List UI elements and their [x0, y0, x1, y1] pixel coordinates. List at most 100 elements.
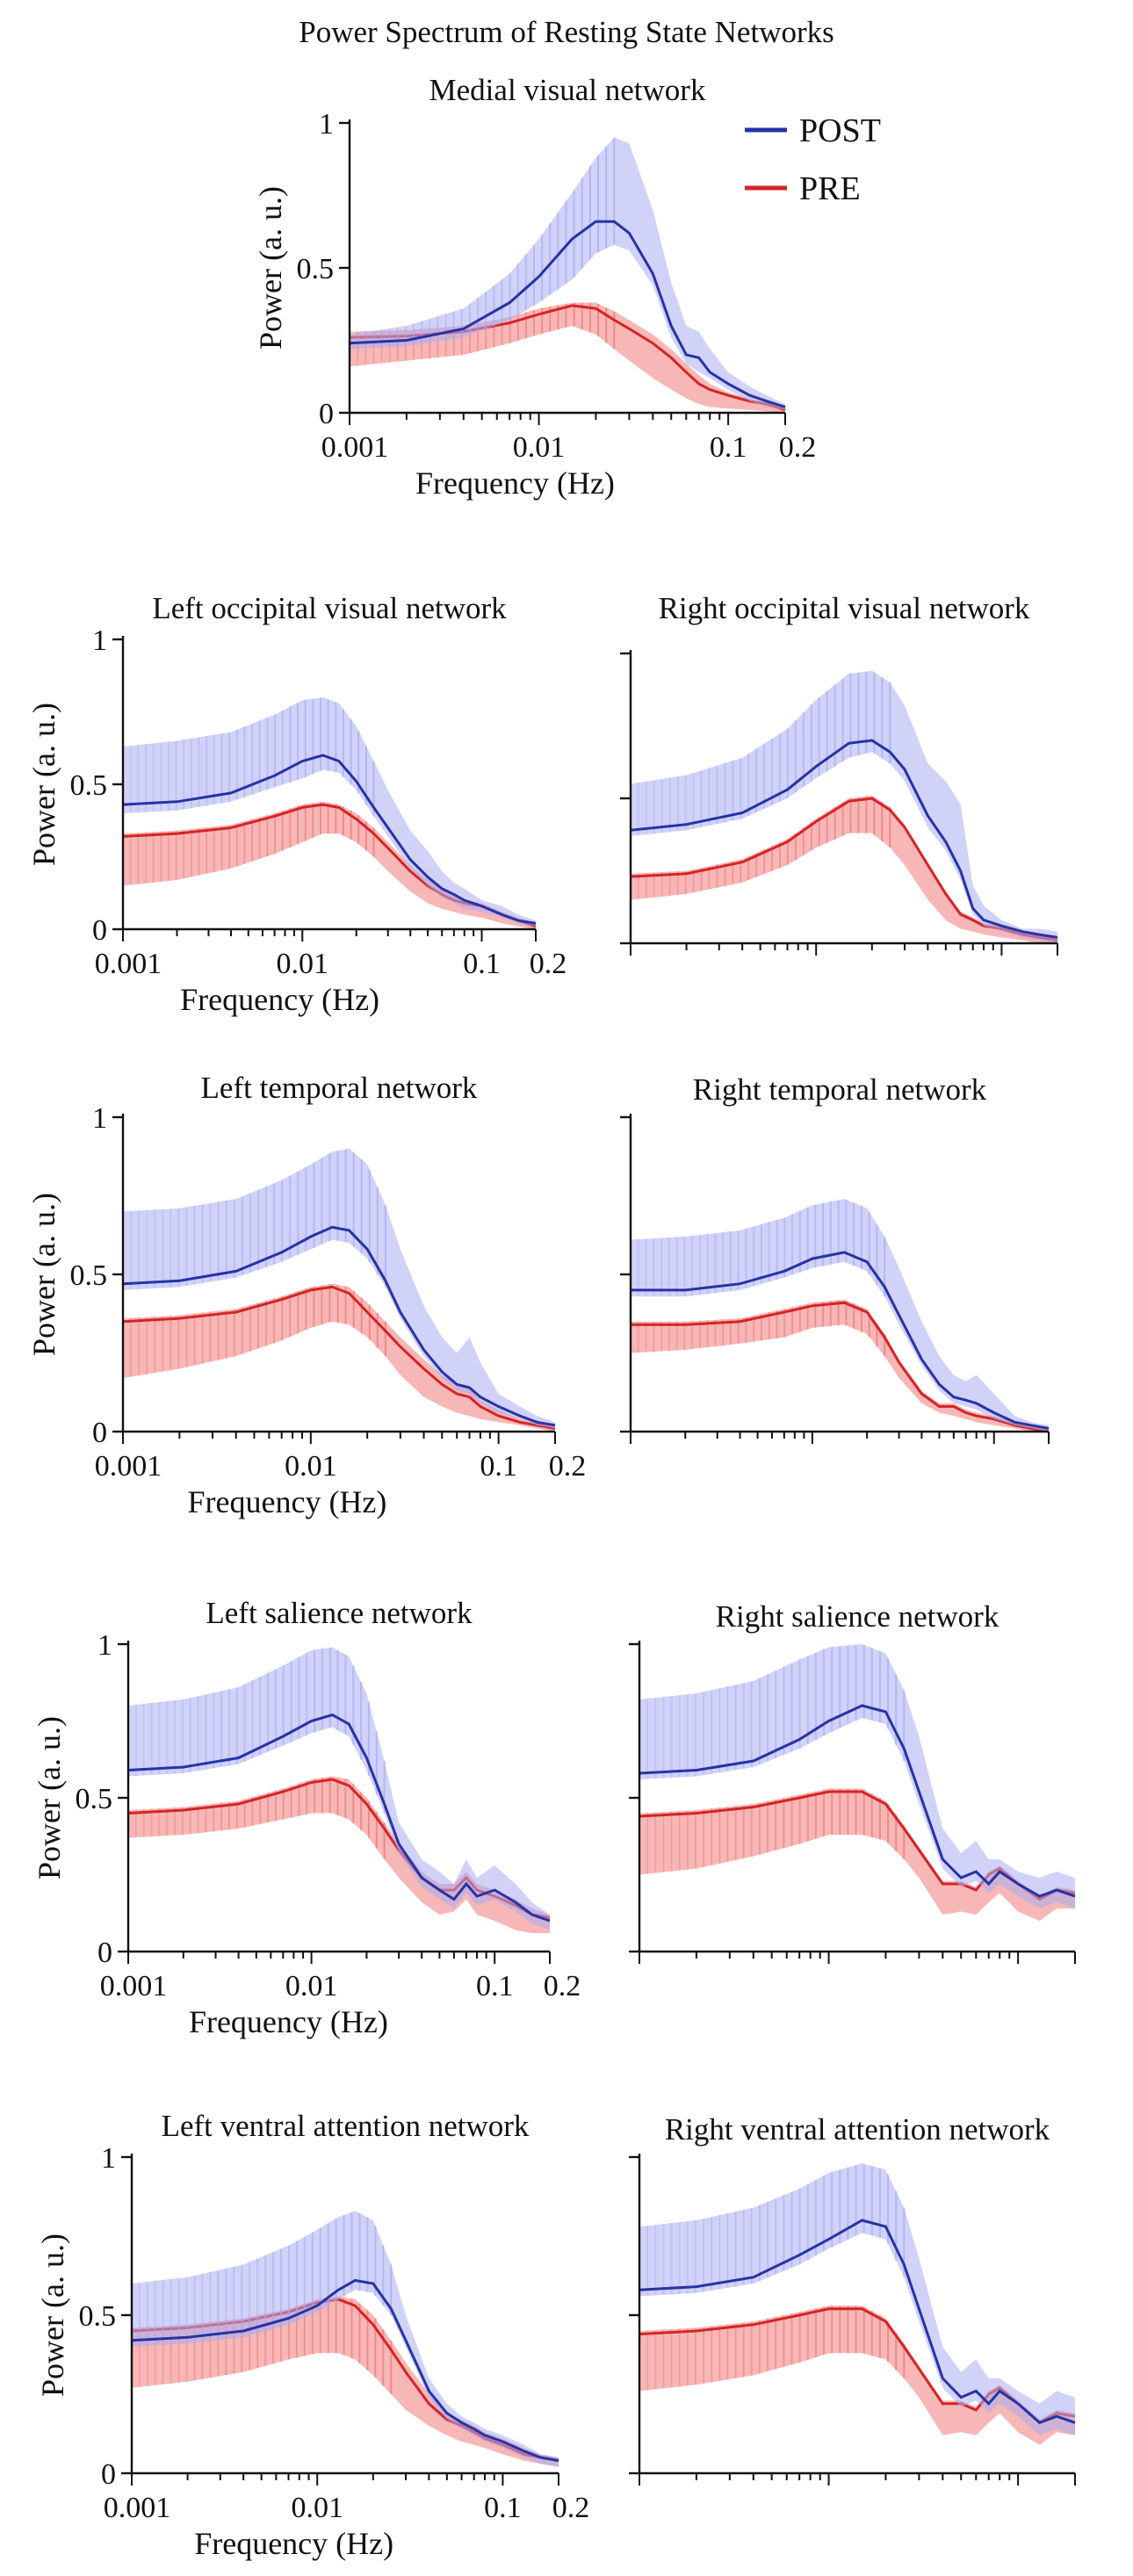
- subplot-1: Medial visual network 0 0.5 1 0.001 0.01 0.1 0.…: [253, 73, 816, 501]
- x-tick-label: 0.2: [544, 1970, 581, 2002]
- post-mean-line: [349, 220, 786, 408]
- subplot-8: Left ventral attention network 0 0.5 1 0.001…: [35, 2109, 589, 2561]
- x-tick-label: 0.1: [476, 1970, 514, 2002]
- post-series: [630, 670, 1058, 943]
- subplot-title: Right occipital visual network: [659, 591, 1030, 625]
- post-series: [349, 137, 786, 410]
- plots-container: Medial visual network 0 0.5 1 0.001 0.01 0.1 0.…: [26, 73, 1076, 2561]
- y-tick-label: 1: [97, 1629, 112, 1662]
- y-tick-label: 0.5: [297, 253, 335, 285]
- pre-band: [132, 2296, 559, 2467]
- post-series: [630, 1199, 1050, 1432]
- post-mean-line: [639, 1704, 1076, 1898]
- subplot-title: Left ventral attention network: [162, 2109, 530, 2143]
- pre-band: [631, 1299, 1049, 1432]
- subplot-3: Right occipital visual network: [620, 591, 1058, 956]
- y-axis-label: Power (a. u.): [26, 1193, 61, 1356]
- y-tick-label: 0: [92, 1417, 107, 1449]
- subplot-title: Left temporal network: [201, 1071, 478, 1105]
- x-tick-label: 0.1: [710, 431, 747, 464]
- post-mean-line: [127, 1713, 551, 1923]
- subplot-title: Left occipital visual network: [152, 591, 507, 625]
- y-axis-label: Power (a. u.): [35, 2233, 70, 2397]
- y-tick-label: 1: [92, 624, 107, 657]
- y-tick-label: 0: [92, 914, 107, 947]
- pre-band: [128, 1776, 550, 1933]
- post-series: [122, 697, 537, 927]
- pre-band: [123, 1283, 555, 1432]
- y-tick-label: 0.5: [76, 1783, 113, 1815]
- pre-mean-line: [122, 1285, 556, 1430]
- pre-series: [122, 1283, 556, 1432]
- x-tick-label: 0.01: [277, 948, 329, 980]
- subplot-title: Right salience network: [716, 1599, 999, 1634]
- subplot-title: Right temporal network: [693, 1072, 987, 1107]
- subplot-title: Left salience network: [206, 1596, 473, 1630]
- post-band: [128, 1647, 550, 1930]
- pre-band: [123, 801, 536, 929]
- subplot-4: Left temporal network 0 0.5 1 0.001 0.01 0.1 0.…: [26, 1071, 586, 1519]
- post-mean-line: [639, 2219, 1076, 2425]
- legend: POST PRE: [745, 112, 881, 207]
- post-series: [639, 1644, 1076, 1909]
- post-series: [127, 1647, 551, 1930]
- pre-mean-line: [349, 304, 786, 412]
- x-tick-label: 0.001: [321, 431, 389, 464]
- x-tick-label: 0.001: [100, 1970, 168, 2002]
- pre-series: [630, 1299, 1050, 1433]
- x-tick-label: 0.1: [484, 2492, 522, 2524]
- pre-band: [639, 2305, 1075, 2445]
- subplot-title: Medial visual network: [429, 73, 706, 107]
- x-tick-label: 0.2: [530, 948, 567, 980]
- y-tick-label: 0.5: [79, 2300, 117, 2333]
- x-tick-label: 0.01: [513, 431, 566, 464]
- post-band: [123, 697, 536, 927]
- pre-series: [349, 302, 786, 413]
- post-band: [639, 2163, 1075, 2435]
- x-axis-label: Frequency (Hz): [188, 1484, 387, 1519]
- legend-label-pre: PRE: [799, 170, 861, 207]
- x-tick-label: 0.01: [285, 1450, 337, 1483]
- x-tick-label: 0.1: [480, 1450, 517, 1483]
- x-tick-label: 0.001: [95, 948, 162, 980]
- x-axis-label: Frequency (Hz): [180, 982, 379, 1017]
- x-axis-label: Frequency (Hz): [189, 2004, 388, 2039]
- subplot-2: Left occipital visual network 0 0.5 1 0.001 0…: [26, 591, 566, 1017]
- x-tick-label: 0.01: [285, 1970, 338, 2002]
- pre-band: [350, 302, 785, 413]
- y-tick-label: 1: [319, 108, 334, 141]
- subplot-5: Right temporal network: [620, 1072, 1050, 1444]
- post-mean-line: [122, 754, 537, 925]
- pre-band: [639, 1788, 1075, 1921]
- post-series: [122, 1148, 556, 1429]
- post-mean-line: [631, 1251, 1050, 1430]
- x-tick-label: 0.001: [95, 1450, 162, 1483]
- post-band: [631, 1199, 1049, 1432]
- x-axis-label: Frequency (Hz): [194, 2526, 393, 2561]
- figure-title: Power Spectrum of Resting State Networks: [299, 15, 834, 49]
- post-series: [639, 2163, 1076, 2435]
- subplot-7: Right salience network: [629, 1599, 1076, 1964]
- y-tick-label: 0: [97, 1937, 112, 1969]
- y-tick-label: 0: [101, 2458, 116, 2491]
- post-mean-line: [131, 2278, 559, 2463]
- post-mean-line: [630, 739, 1058, 939]
- legend-label-post: POST: [799, 112, 881, 149]
- y-axis-label: Power (a. u.): [32, 1716, 67, 1880]
- pre-series: [127, 1776, 551, 1933]
- x-tick-label: 0.1: [463, 948, 501, 980]
- post-band: [631, 670, 1057, 943]
- x-tick-label: 0.2: [549, 1450, 587, 1483]
- subplot-6: Left salience network 0 0.5 1 0.001 0.01 0.1 0.…: [32, 1596, 581, 2039]
- post-band: [123, 1148, 555, 1429]
- x-axis-label: Frequency (Hz): [415, 465, 615, 501]
- x-tick-label: 0.2: [779, 431, 817, 464]
- y-tick-label: 0: [319, 398, 334, 430]
- y-axis-label: Power (a. u.): [253, 186, 288, 350]
- pre-series: [639, 1788, 1076, 1921]
- y-tick-label: 1: [101, 2142, 116, 2175]
- post-series: [131, 2211, 559, 2467]
- pre-series: [639, 2305, 1076, 2445]
- x-tick-label: 0.01: [291, 2492, 343, 2524]
- subplot-title: Right ventral attention network: [665, 2112, 1050, 2147]
